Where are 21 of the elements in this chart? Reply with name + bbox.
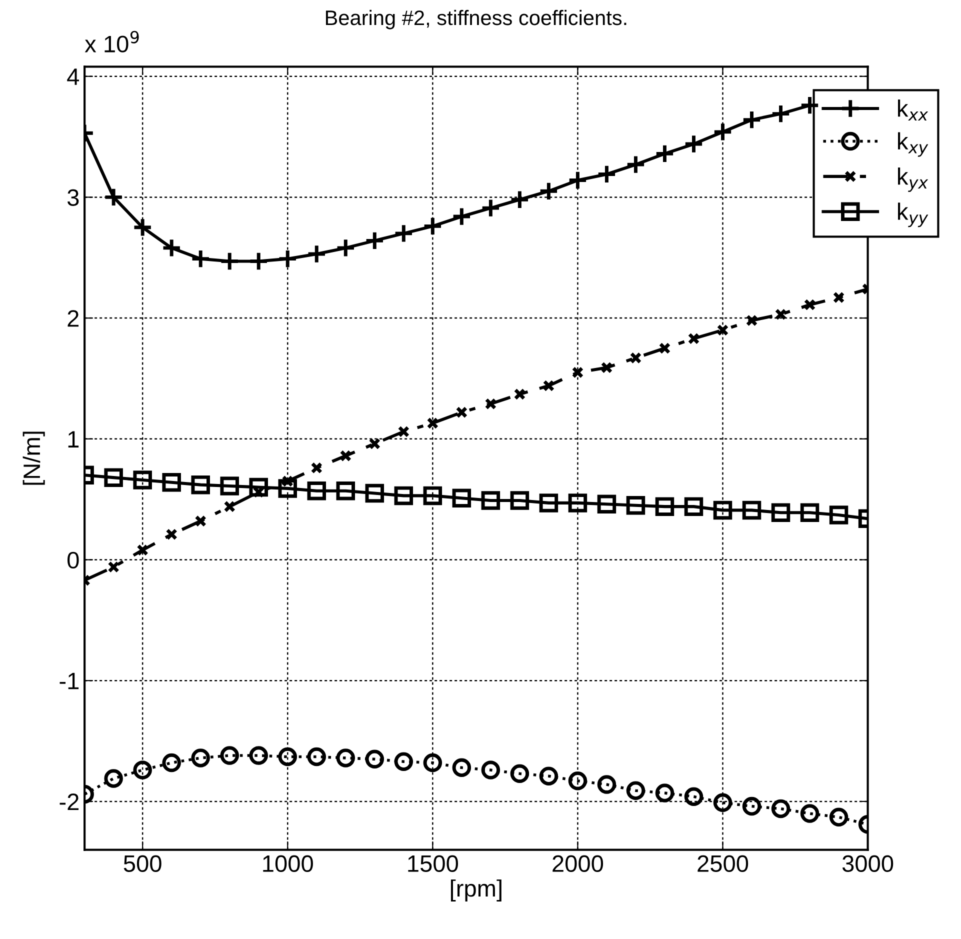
- chart-title: Bearing #2, stiffness coefficients.: [326, 10, 626, 30]
- x-tick-label: 2500: [698, 855, 748, 872]
- text: x 10$^{9}$: [84, 30, 139, 52]
- y-tick-label: 3: [67, 189, 79, 206]
- x-axis-title: [rpm]: [450, 879, 502, 902]
- y-tick-label: -1: [60, 672, 79, 690]
- legend-label: k$_{yy}$: [898, 202, 928, 228]
- legend-label: k$_{xx}$: [898, 100, 928, 121]
- y-axis-title: [N/m]: [22, 432, 45, 485]
- y-tick-label: 0: [68, 552, 79, 569]
- x-tick-label: 2000: [552, 855, 604, 872]
- x-tick-label: 3000: [842, 855, 894, 872]
- y-tick-label: 4: [67, 68, 80, 85]
- y-tick-label: 1: [68, 431, 79, 448]
- y-tick-label: 2: [68, 310, 79, 327]
- y-tick-label: -2: [60, 794, 79, 810]
- x-tick-label: 500: [124, 855, 162, 872]
- x-tick-label: 1500: [408, 855, 458, 872]
- x-tick-label: 1000: [263, 855, 313, 872]
- legend-label: k$_{yx}$: [898, 167, 928, 192]
- legend-label: k$_{xy}$: [898, 132, 928, 157]
